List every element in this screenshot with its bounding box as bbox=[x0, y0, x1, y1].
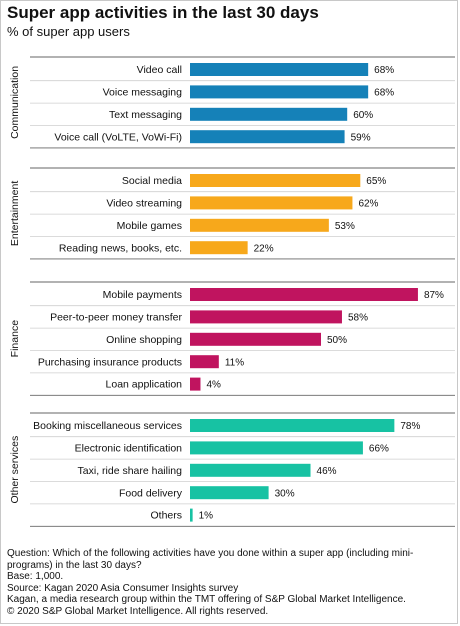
value-label-text-messaging: 60% bbox=[353, 110, 373, 121]
chart-title: Super app activities in the last 30 days bbox=[7, 3, 319, 22]
category-label-loan-application: Loan application bbox=[106, 379, 183, 391]
category-label-mobile-games: Mobile games bbox=[117, 220, 182, 232]
group-label-communication: Communication bbox=[9, 66, 21, 139]
category-label-text-messaging: Text messaging bbox=[109, 109, 182, 121]
category-label-taxi-ride-share-hailing: Taxi, ride share hailing bbox=[78, 465, 183, 477]
bar-reading-news-books-etc bbox=[190, 241, 248, 255]
note-question: Question: Which of the following activit… bbox=[7, 548, 414, 571]
bar-purchasing-insurance-products bbox=[190, 355, 219, 369]
value-label-peer-to-peer-money-transfer: 58% bbox=[348, 313, 368, 324]
category-label-video-streaming: Video streaming bbox=[106, 198, 182, 210]
note-base: Base: 1,000. bbox=[7, 571, 64, 583]
group-label-finance: Finance bbox=[9, 320, 21, 358]
value-label-booking-miscellaneous-services: 78% bbox=[400, 421, 420, 432]
value-label-mobile-payments: 87% bbox=[424, 290, 444, 301]
value-label-purchasing-insurance-products: 11% bbox=[225, 357, 244, 368]
category-label-voice-call-volte-vowi-fi: Voice call (VoLTE, VoWi-Fi) bbox=[54, 131, 182, 143]
value-label-online-shopping: 50% bbox=[327, 335, 347, 346]
category-label-online-shopping: Online shopping bbox=[106, 334, 182, 346]
value-label-social-media: 65% bbox=[366, 176, 386, 187]
bar-video-streaming bbox=[190, 196, 353, 210]
bar-chart: Communication Video call 68% Voice messagin… bbox=[9, 56, 455, 527]
bar-food-delivery bbox=[190, 486, 269, 500]
bar-peer-to-peer-money-transfer bbox=[190, 310, 342, 324]
value-label-voice-call-volte-vowi-fi: 59% bbox=[351, 132, 371, 143]
category-label-reading-news-books-etc: Reading news, books, etc. bbox=[59, 242, 182, 254]
category-label-others: Others bbox=[150, 510, 182, 522]
bar-mobile-games bbox=[190, 218, 329, 232]
bar-taxi-ride-share-hailing bbox=[190, 463, 311, 477]
category-label-voice-messaging: Voice messaging bbox=[103, 87, 183, 99]
category-label-electronic-identification: Electronic identification bbox=[75, 443, 183, 455]
bar-social-media bbox=[190, 174, 361, 187]
category-label-purchasing-insurance-products: Purchasing insurance products bbox=[38, 356, 182, 368]
value-label-food-delivery: 30% bbox=[275, 488, 295, 499]
value-label-taxi-ride-share-hailing: 46% bbox=[317, 466, 337, 477]
chart-notes: Question: Which of the following activit… bbox=[7, 548, 455, 618]
bar-voice-call-volte-vowi-fi bbox=[190, 130, 345, 144]
category-label-food-delivery: Food delivery bbox=[119, 487, 183, 499]
bar-others bbox=[190, 508, 193, 522]
bar-booking-miscellaneous-services bbox=[190, 419, 395, 432]
value-label-video-streaming: 62% bbox=[358, 199, 378, 210]
category-label-social-media: Social media bbox=[122, 175, 182, 187]
bar-video-call bbox=[190, 63, 369, 76]
bar-mobile-payments bbox=[190, 288, 418, 301]
chart-subtitle: % of super app users bbox=[7, 24, 130, 39]
bar-text-messaging bbox=[190, 107, 348, 121]
bar-loan-application bbox=[190, 377, 201, 391]
value-label-mobile-games: 53% bbox=[335, 221, 355, 232]
category-label-booking-miscellaneous-services: Booking miscellaneous services bbox=[33, 420, 182, 432]
bar-online-shopping bbox=[190, 332, 321, 346]
value-label-reading-news-books-etc: 22% bbox=[254, 243, 274, 254]
value-label-voice-messaging: 68% bbox=[374, 88, 394, 99]
category-label-mobile-payments: Mobile payments bbox=[103, 289, 182, 301]
bar-voice-messaging bbox=[190, 85, 369, 99]
bar-electronic-identification bbox=[190, 441, 363, 455]
value-label-others: 1% bbox=[199, 511, 214, 522]
group-label-other-services: Other services bbox=[9, 436, 21, 504]
note-source: Source: Kagan 2020 Asia Consumer Insight… bbox=[7, 582, 239, 594]
value-label-video-call: 68% bbox=[374, 65, 394, 76]
note-copyright: © 2020 S&P Global Market Intelligence. A… bbox=[7, 605, 269, 617]
group-label-entertainment: Entertainment bbox=[9, 181, 21, 246]
value-label-electronic-identification: 66% bbox=[369, 444, 389, 455]
value-label-loan-application: 4% bbox=[206, 380, 221, 391]
note-kagan: Kagan, a media research group within the… bbox=[7, 594, 406, 606]
category-label-peer-to-peer-money-transfer: Peer-to-peer money transfer bbox=[50, 312, 182, 324]
category-label-video-call: Video call bbox=[137, 64, 182, 76]
